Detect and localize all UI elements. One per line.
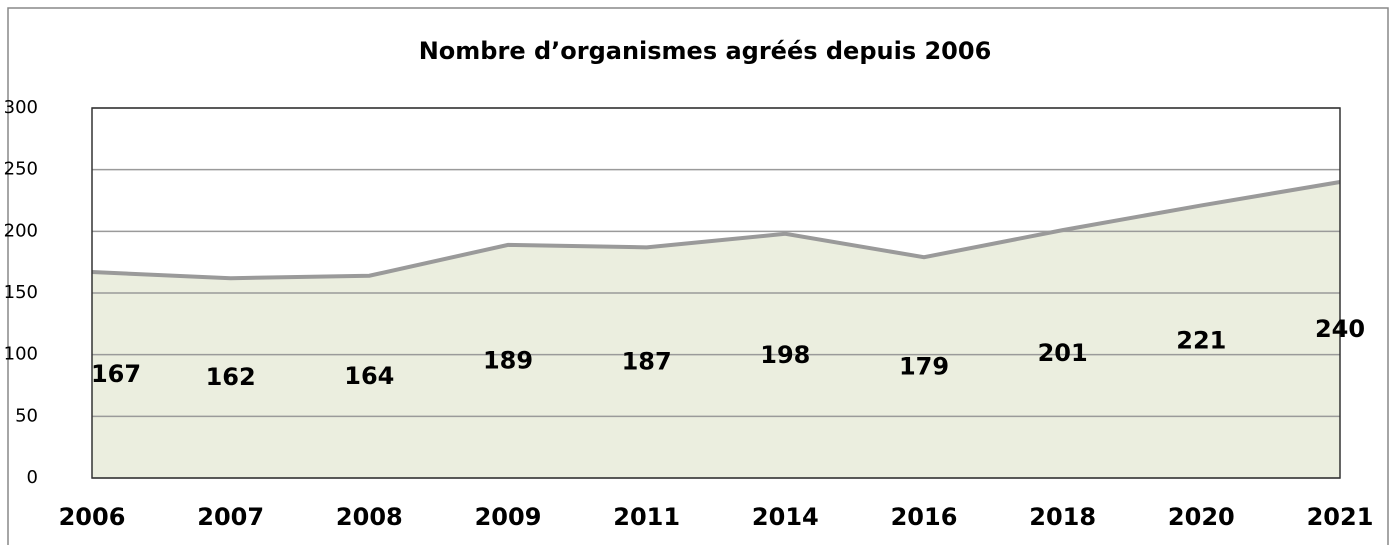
x-tick-label: 2008: [336, 503, 403, 531]
y-tick-label: 0: [27, 467, 38, 488]
y-tick-label: 100: [4, 344, 38, 365]
data-label: 221: [1176, 327, 1226, 355]
y-tick-label: 300: [4, 97, 38, 118]
data-label: 162: [206, 363, 256, 391]
data-label: 164: [344, 362, 394, 390]
data-label: 179: [899, 353, 949, 381]
x-tick-label: 2009: [475, 503, 542, 531]
x-tick-label: 2014: [752, 503, 819, 531]
area: [92, 182, 1340, 478]
x-tick-label: 2018: [1029, 503, 1096, 531]
y-tick-label: 250: [4, 159, 38, 180]
y-tick-label: 150: [4, 282, 38, 303]
chart-title: Nombre d’organismes agréés depuis 2006: [419, 37, 992, 65]
data-label: 198: [760, 341, 810, 369]
x-tick-label: 2011: [613, 503, 680, 531]
x-tick-label: 2020: [1168, 503, 1235, 531]
x-tick-label: 2021: [1307, 503, 1374, 531]
y-tick-label: 200: [4, 220, 38, 241]
x-tick-label: 2007: [197, 503, 264, 531]
y-tick-label: 50: [15, 405, 38, 426]
chart-border: [7, 7, 1389, 545]
x-tick-label: 2016: [891, 503, 958, 531]
data-label: 189: [483, 346, 533, 374]
data-label: 240: [1315, 315, 1365, 343]
x-tick-label: 2006: [59, 503, 126, 531]
data-label: 187: [622, 348, 672, 376]
data-label: 201: [1038, 339, 1088, 367]
plot-border: [91, 107, 1341, 479]
data-label: 167: [91, 360, 141, 388]
area-line: [91, 180, 1341, 281]
